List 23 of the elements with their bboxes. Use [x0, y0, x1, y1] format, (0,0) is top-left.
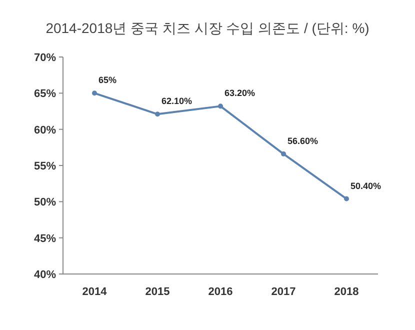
- y-tick-label: 60%: [34, 124, 56, 136]
- y-tick-label: 45%: [34, 232, 56, 245]
- point: [92, 90, 97, 96]
- point: [218, 104, 223, 109]
- y-tick-label: 65%: [34, 88, 56, 100]
- data-label: 62.10%: [162, 96, 192, 106]
- y-tick-label: 70%: [34, 52, 56, 64]
- y-tick-label: 50%: [34, 196, 56, 209]
- point: [281, 151, 286, 156]
- y-tick-label: 40%: [34, 269, 56, 281]
- y-tick-label: 55%: [34, 160, 56, 172]
- x-tick-label: 2017: [271, 286, 296, 298]
- point: [344, 196, 349, 202]
- data-label: 65%: [98, 75, 117, 86]
- x-tick-label: 2015: [145, 286, 170, 298]
- point: [155, 112, 160, 117]
- data-label: 50.40%: [350, 180, 382, 191]
- x-tick-label: 2014: [82, 286, 108, 298]
- data-label: 56.60%: [288, 136, 318, 146]
- title: 2014-2018년 중국 치즈 시장 수입 의존도 / (단위: %): [46, 20, 370, 36]
- x-tick-label: 2016: [208, 286, 233, 298]
- x-tick-label: 2018: [334, 286, 359, 298]
- data-label: 63.20%: [224, 88, 256, 98]
